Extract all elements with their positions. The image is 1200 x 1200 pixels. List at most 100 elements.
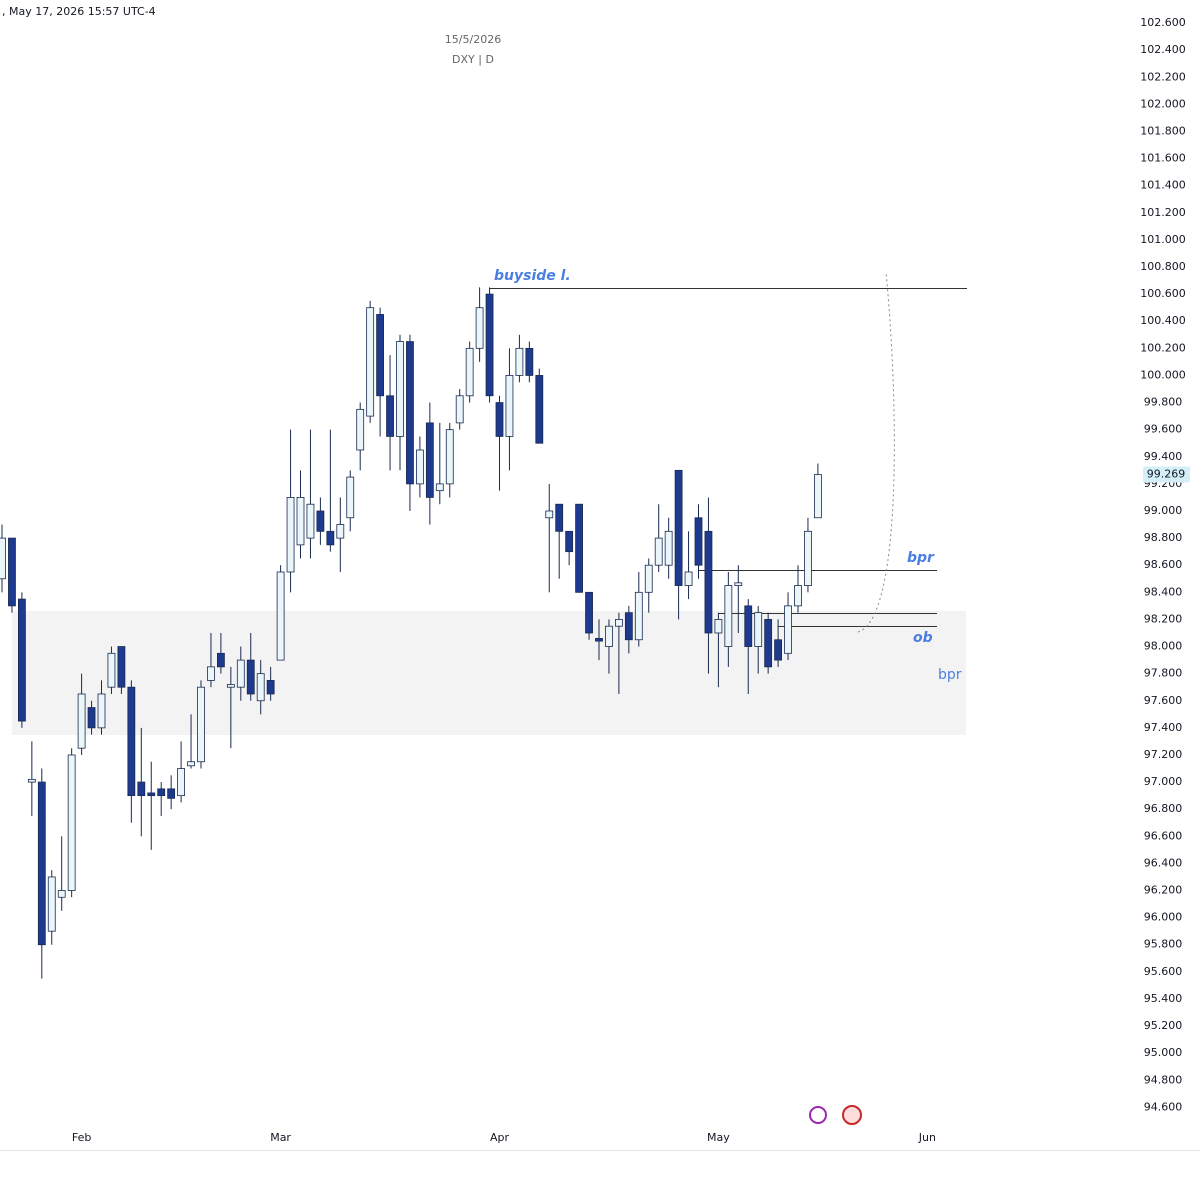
candle-body <box>376 314 385 397</box>
y-tick-label: 101.000 <box>1140 233 1186 246</box>
candle-body <box>356 408 365 451</box>
candle-body <box>37 781 46 946</box>
y-tick-label: 102.000 <box>1140 97 1186 110</box>
candle-body <box>386 395 394 437</box>
candles <box>0 287 822 979</box>
candle-body <box>216 652 225 668</box>
candle-body <box>147 792 156 797</box>
candle-body <box>177 768 186 797</box>
candle-body <box>8 537 16 607</box>
candle-body <box>97 693 106 729</box>
candle-body <box>644 564 653 593</box>
candle-body <box>814 474 822 519</box>
candle-body <box>425 422 434 498</box>
y-tick-label: 96.000 <box>1144 911 1183 924</box>
candle-body <box>246 659 255 695</box>
candle-body <box>525 347 534 376</box>
candle-body <box>684 571 693 586</box>
candle-body <box>17 598 26 722</box>
y-tick-label: 95.200 <box>1144 1019 1183 1032</box>
candle-body <box>654 537 663 566</box>
candle-body <box>406 341 414 485</box>
candle-body <box>47 876 56 932</box>
candle-body <box>505 375 514 437</box>
x-tick-label: Apr <box>490 1131 510 1144</box>
y-tick-label: 100.400 <box>1140 314 1186 327</box>
candle-body <box>336 524 345 539</box>
candle-body <box>535 375 544 444</box>
candle-body <box>575 503 583 593</box>
candle-body <box>167 788 176 799</box>
candle-body <box>545 510 554 519</box>
y-tick-label: 101.400 <box>1140 179 1186 192</box>
y-tick-label: 100.200 <box>1140 341 1186 354</box>
candle-body <box>475 307 484 349</box>
candle-body <box>724 585 733 647</box>
candle-body <box>714 619 723 634</box>
annotation: bpr <box>907 550 935 566</box>
candle-body <box>764 619 773 668</box>
candle-body <box>565 530 574 553</box>
candle-body <box>266 680 275 695</box>
candle-body <box>127 686 136 797</box>
candle-body <box>615 619 623 627</box>
annotation: buyside l. <box>494 268 571 284</box>
y-tick-label: 102.200 <box>1140 70 1186 83</box>
y-tick-label: 94.800 <box>1144 1073 1183 1086</box>
y-tick-label: 95.600 <box>1144 965 1183 978</box>
candle-body <box>585 591 593 634</box>
y-tick-label: 99.400 <box>1144 450 1183 463</box>
candle-body <box>197 686 205 763</box>
candle-body <box>605 625 613 647</box>
y-tick-label: 98.200 <box>1144 612 1183 625</box>
candle-body <box>226 684 235 688</box>
y-tick-label: 97.400 <box>1144 721 1183 734</box>
y-tick-label: 101.800 <box>1140 124 1186 137</box>
candle-body <box>256 673 265 702</box>
x-tick-label: Mar <box>270 1131 291 1144</box>
candle-body <box>187 761 195 767</box>
y-tick-label: 99.800 <box>1144 396 1183 409</box>
y-tick-label: 96.600 <box>1144 829 1183 842</box>
y-tick-label: 101.600 <box>1140 152 1186 165</box>
candle-body <box>495 402 504 437</box>
y-tick-label: 99.600 <box>1144 423 1183 436</box>
y-tick-label: 102.400 <box>1140 43 1186 56</box>
x-tick-label: Jun <box>918 1131 936 1144</box>
y-tick-label: 99.000 <box>1144 504 1183 517</box>
candle-body <box>664 530 673 566</box>
y-tick-label: 97.600 <box>1144 694 1183 707</box>
header: , May 17, 2026 15:57 UTC-4 <box>2 5 156 18</box>
candle-body <box>87 707 96 729</box>
y-tick-label: 96.800 <box>1144 802 1183 815</box>
y-tick-label: 95.400 <box>1144 992 1183 1005</box>
candle-body <box>0 537 6 580</box>
event-icon[interactable] <box>842 1105 862 1125</box>
candle-body <box>236 659 245 688</box>
y-tick-label: 98.600 <box>1144 558 1183 571</box>
y-tick-label: 98.800 <box>1144 531 1183 544</box>
candle-body <box>634 591 643 641</box>
candle-body <box>67 754 76 891</box>
chart-subtitle: DXY | D <box>452 53 494 66</box>
candle-body <box>455 395 464 424</box>
candle-body <box>704 530 713 634</box>
chart-title: 15/5/2026 <box>445 33 501 46</box>
candle-body <box>694 517 703 566</box>
candle-body <box>306 503 315 539</box>
event-icon[interactable] <box>809 1106 827 1124</box>
y-tick-label: 96.200 <box>1144 884 1183 897</box>
y-tick-label: 97.000 <box>1144 775 1183 788</box>
candle-body <box>774 639 782 661</box>
y-tick-label: 98.400 <box>1144 585 1183 598</box>
candle-body <box>515 347 524 376</box>
zone <box>12 611 966 735</box>
candle-body <box>296 497 305 546</box>
y-tick-label: 95.000 <box>1144 1046 1183 1059</box>
candle-body <box>326 530 335 546</box>
candle-body <box>316 510 325 532</box>
y-tick-label: 100.000 <box>1140 368 1186 381</box>
candle-body <box>435 483 444 492</box>
candle-body <box>555 503 564 532</box>
